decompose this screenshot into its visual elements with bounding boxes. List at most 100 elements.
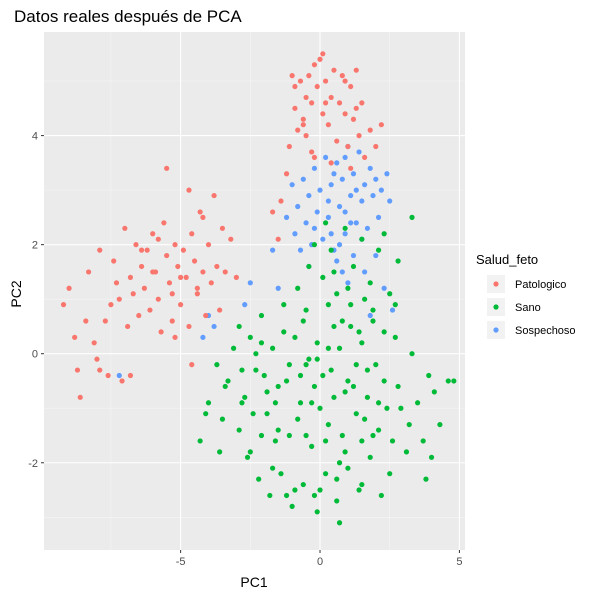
- point-sano: [431, 389, 437, 395]
- point-patologico: [144, 247, 150, 253]
- point-patologico: [348, 83, 354, 90]
- legend-title: Salud_feto: [476, 252, 538, 267]
- point-sano: [300, 481, 306, 488]
- point-patologico: [373, 143, 379, 150]
- point-patologico: [191, 258, 198, 264]
- point-sano: [295, 285, 301, 291]
- point-patologico: [94, 356, 100, 362]
- point-sano: [253, 367, 259, 373]
- point-sano: [256, 476, 262, 482]
- point-sano: [336, 460, 343, 466]
- point-sano: [217, 449, 223, 455]
- scatter-points: [60, 51, 457, 526]
- point-sano: [222, 383, 228, 390]
- point-sano: [370, 307, 376, 313]
- point-sano: [247, 334, 253, 340]
- point-sano: [409, 351, 415, 357]
- point-patologico: [222, 269, 228, 275]
- point-patologico: [286, 143, 292, 150]
- point-sospechoso: [359, 198, 365, 204]
- point-sano: [311, 242, 318, 248]
- point-sano: [415, 400, 421, 406]
- point-patologico: [147, 307, 153, 313]
- point-sano: [367, 280, 373, 286]
- point-sano: [334, 476, 340, 482]
- point-sano: [306, 356, 312, 362]
- point-sano: [289, 503, 295, 509]
- x-tick-label: 5: [456, 556, 462, 568]
- point-patologico: [289, 73, 295, 79]
- point-sano: [283, 378, 290, 384]
- point-patologico: [155, 236, 161, 242]
- point-sano: [300, 318, 306, 324]
- point-sano: [283, 492, 290, 499]
- point-patologico: [77, 394, 83, 400]
- point-sano: [322, 471, 329, 477]
- point-patologico: [130, 291, 136, 297]
- point-patologico: [161, 220, 167, 226]
- point-sospechoso: [373, 252, 379, 259]
- point-sospechoso: [325, 214, 331, 220]
- point-patologico: [60, 302, 67, 308]
- point-patologico: [342, 111, 348, 117]
- point-sano: [230, 345, 237, 351]
- point-patologico: [228, 236, 234, 242]
- point-patologico: [186, 323, 192, 330]
- point-patologico: [214, 263, 220, 270]
- point-patologico: [328, 160, 334, 166]
- point-sano: [367, 454, 373, 460]
- point-sospechoso: [303, 220, 309, 226]
- point-sano: [253, 351, 259, 357]
- series-sano: [197, 214, 457, 526]
- point-sano: [225, 378, 231, 384]
- legend-label-patologico: Patologico: [515, 279, 566, 291]
- point-sospechoso: [367, 312, 373, 319]
- point-sano: [364, 367, 371, 373]
- point-sano: [214, 362, 220, 368]
- point-sospechoso: [345, 280, 351, 286]
- point-sano: [359, 340, 365, 346]
- point-patologico: [116, 296, 122, 302]
- point-sano: [423, 476, 429, 482]
- point-patologico: [322, 78, 329, 84]
- point-patologico: [300, 116, 306, 122]
- point-sano: [325, 302, 331, 308]
- point-sospechoso: [289, 182, 295, 188]
- point-sano: [362, 416, 368, 422]
- point-patologico: [150, 269, 156, 275]
- point-patologico: [102, 318, 108, 324]
- point-sano: [384, 405, 390, 411]
- point-sospechoso: [348, 220, 354, 226]
- point-sano: [331, 394, 337, 400]
- point-sano: [272, 400, 279, 406]
- point-patologico: [178, 274, 184, 280]
- point-sospechoso: [353, 187, 359, 193]
- point-sospechoso: [275, 285, 281, 291]
- point-sospechoso: [370, 192, 376, 199]
- point-sano: [362, 296, 368, 302]
- point-patologico: [150, 231, 156, 237]
- point-sano: [303, 307, 309, 313]
- point-sano: [348, 302, 354, 308]
- point-sano: [370, 318, 376, 324]
- point-sano: [286, 362, 292, 368]
- point-sano: [345, 285, 351, 291]
- point-sano: [325, 421, 331, 428]
- point-sano: [331, 323, 337, 330]
- point-patologico: [325, 122, 331, 128]
- point-patologico: [311, 62, 318, 68]
- point-sano: [270, 465, 276, 471]
- legend-label-sano: Sano: [515, 302, 541, 314]
- point-sano: [378, 492, 384, 499]
- point-sospechoso: [348, 192, 354, 199]
- point-sano: [317, 405, 323, 411]
- point-patologico: [105, 372, 111, 379]
- point-sano: [258, 340, 265, 346]
- point-sano: [336, 345, 343, 351]
- point-sano: [295, 416, 301, 422]
- point-sospechoso: [283, 214, 290, 220]
- point-patologico: [303, 133, 309, 139]
- point-sano: [258, 312, 265, 319]
- point-patologico: [200, 214, 206, 220]
- point-sano: [297, 400, 304, 406]
